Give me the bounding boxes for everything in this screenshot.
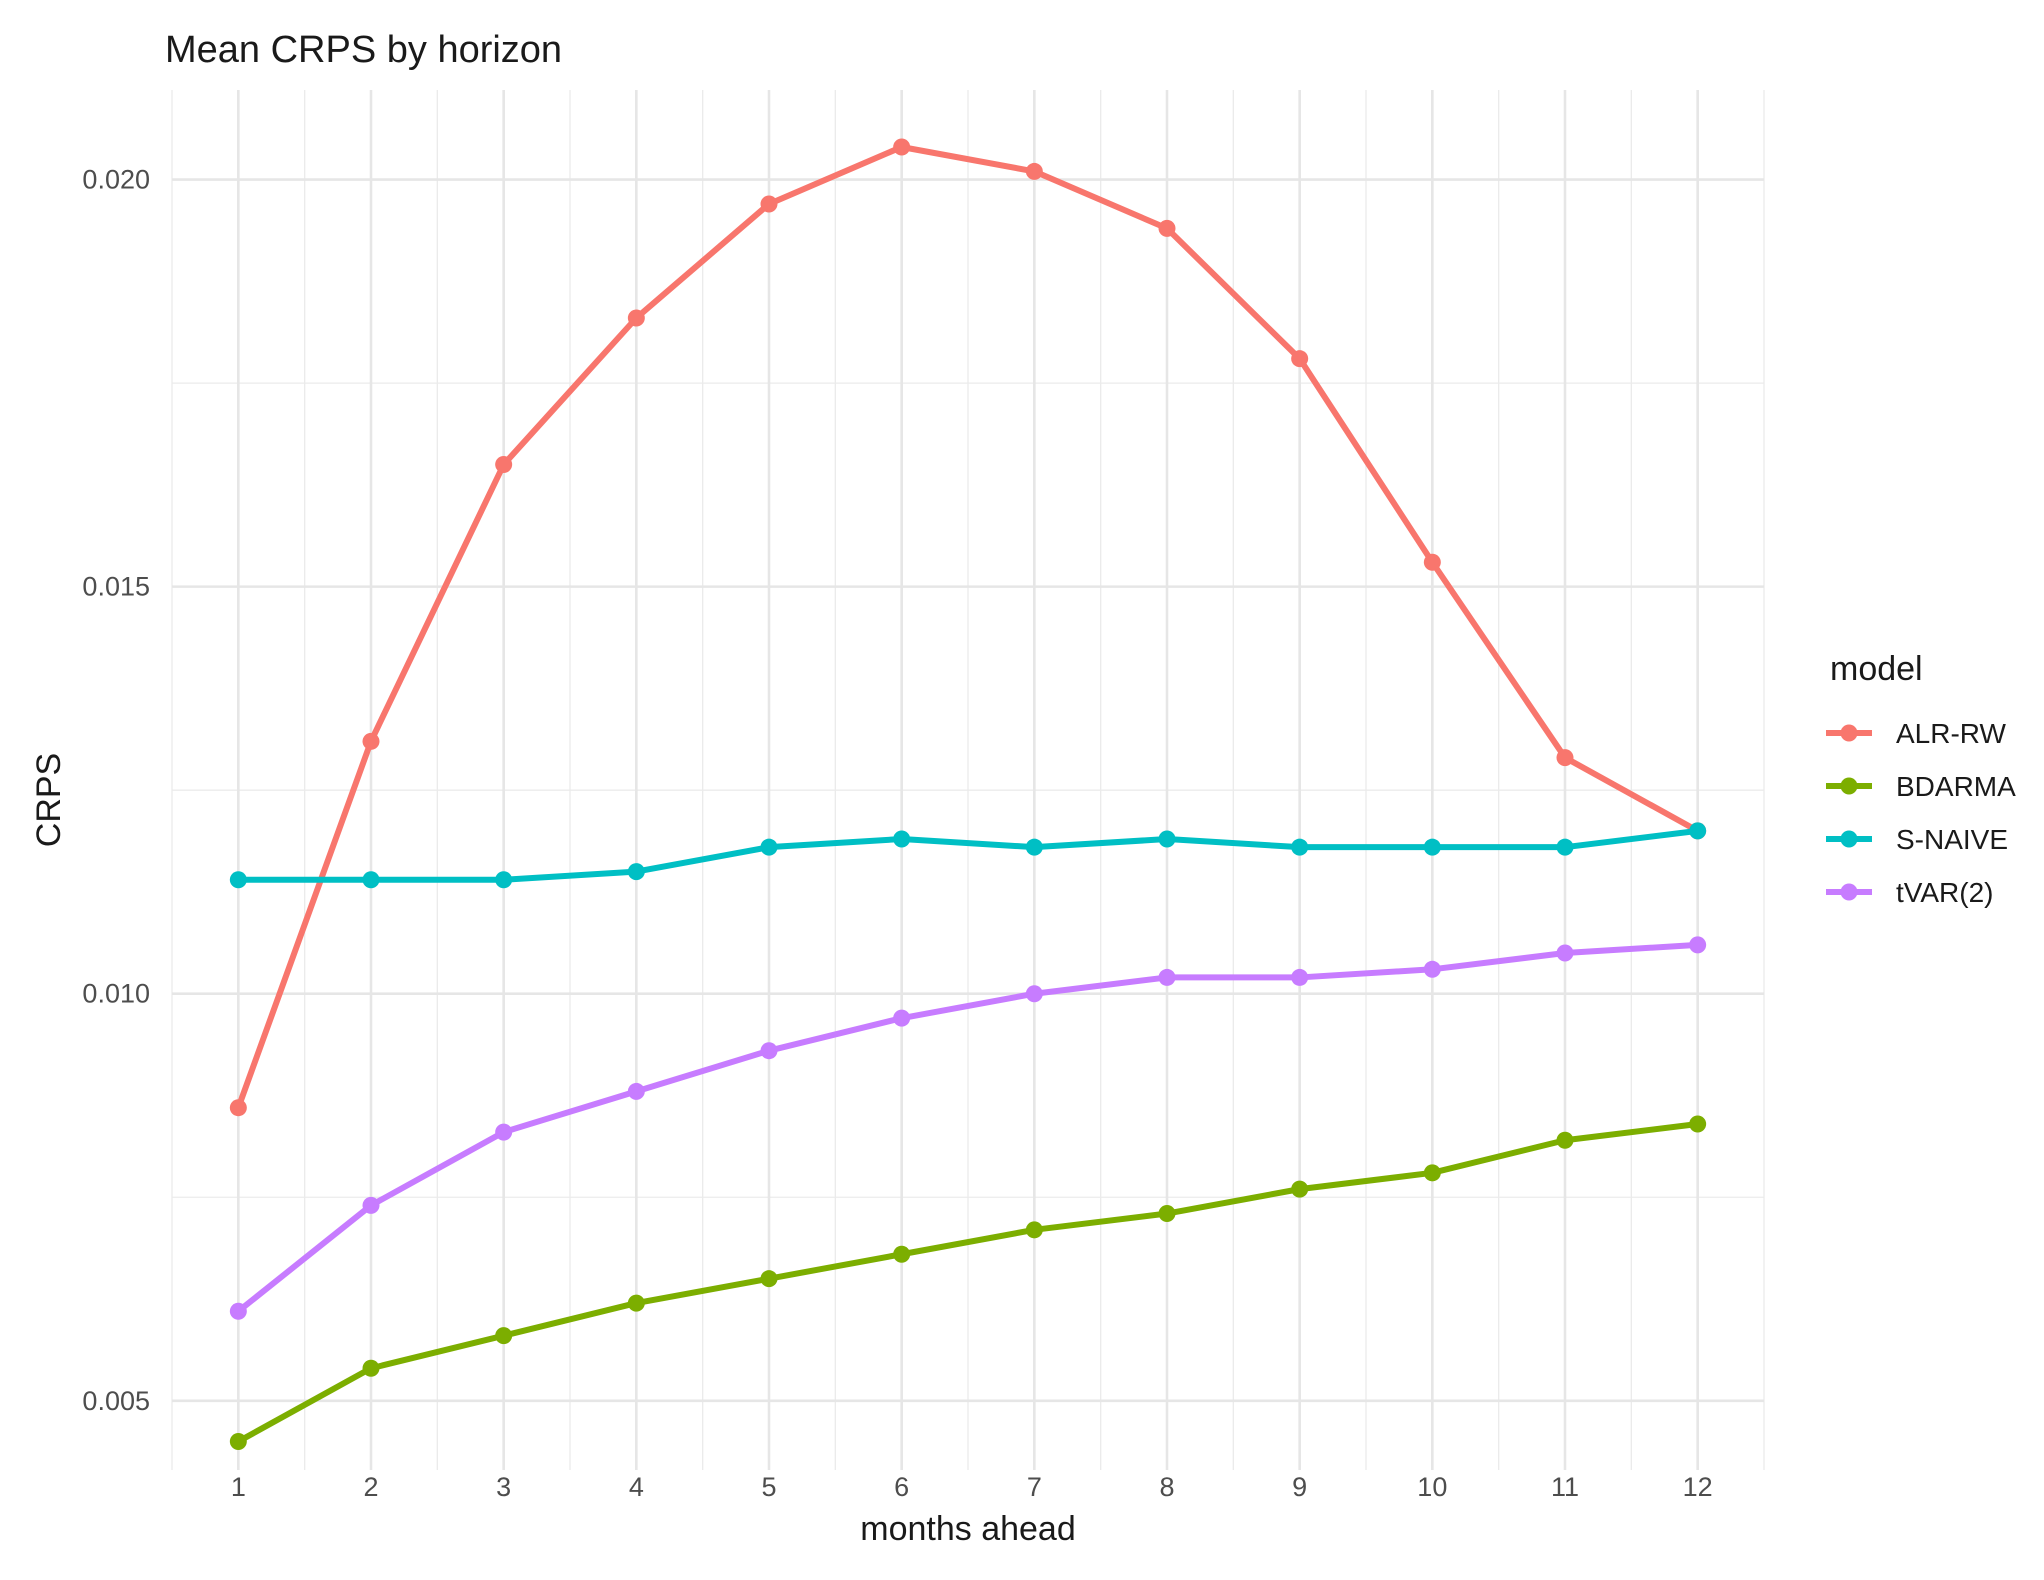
data-point-tvar-2 — [1423, 960, 1441, 978]
data-point-alr-rw — [1025, 162, 1043, 180]
legend-item-s-naive: S-NAIVE — [1826, 824, 2008, 855]
data-point-bdarma — [627, 1294, 645, 1312]
data-point-tvar-2 — [627, 1082, 645, 1100]
minor-gridlines — [171, 90, 1765, 1470]
data-point-s-naive — [1158, 830, 1176, 848]
data-point-alr-rw — [495, 456, 513, 474]
legend-item-alr-rw: ALR-RW — [1826, 718, 2007, 749]
x-tick-label: 11 — [1551, 1472, 1579, 1502]
x-tick-label: 9 — [1292, 1472, 1307, 1502]
legend-items: ALR-RW BDARMA S-NAIVE tVAR(2) — [1826, 718, 2016, 908]
legend-label: BDARMA — [1896, 771, 2016, 802]
x-tick-label: 8 — [1159, 1472, 1174, 1502]
x-axis-label: months ahead — [860, 1510, 1076, 1548]
data-point-alr-rw — [229, 1099, 247, 1117]
chart-title: Mean CRPS by horizon — [165, 29, 562, 71]
x-tick-label: 6 — [894, 1472, 909, 1502]
data-point-s-naive — [893, 830, 911, 848]
series-alr-rw — [229, 138, 1707, 1117]
series-line-s-naive — [238, 827, 1699, 883]
y-tick-label: 0.020 — [82, 165, 150, 195]
data-point-bdarma — [893, 1245, 911, 1263]
data-point-alr-rw — [1556, 749, 1574, 767]
data-point-alr-rw — [893, 138, 911, 156]
data-point-alr-rw — [627, 309, 645, 327]
data-point-s-naive — [1423, 838, 1441, 856]
x-tick-label: 10 — [1417, 1472, 1447, 1502]
data-point-s-naive — [362, 871, 380, 889]
series-line-tvar-2 — [236, 941, 1698, 1314]
data-point-bdarma — [1423, 1164, 1441, 1182]
x-tick-label: 3 — [496, 1472, 511, 1502]
y-axis-label: CRPS — [30, 753, 68, 847]
legend-key-point — [1840, 724, 1858, 742]
data-point-alr-rw — [1423, 553, 1441, 571]
data-point-tvar-2 — [362, 1196, 380, 1214]
data-point-tvar-2 — [760, 1042, 778, 1060]
legend-label: S-NAIVE — [1896, 824, 2008, 855]
legend-key-point — [1840, 777, 1858, 795]
series-tvar-2 — [229, 936, 1707, 1320]
data-point-s-naive — [1556, 838, 1574, 856]
data-point-s-naive — [627, 863, 645, 881]
x-tick-label: 1 — [231, 1472, 246, 1502]
data-point-tvar-2 — [1556, 944, 1574, 962]
data-point-bdarma — [362, 1359, 380, 1377]
series-s-naive — [229, 822, 1707, 889]
data-point-bdarma — [1291, 1180, 1309, 1198]
data-point-s-naive — [229, 871, 247, 889]
data-point-s-naive — [1291, 838, 1309, 856]
x-tick-label: 12 — [1683, 1472, 1713, 1502]
legend-key-point — [1840, 883, 1858, 901]
x-tick-label: 2 — [363, 1472, 378, 1502]
data-point-s-naive — [1689, 822, 1707, 840]
data-point-s-naive — [495, 871, 513, 889]
data-point-alr-rw — [362, 732, 380, 750]
data-point-alr-rw — [1158, 219, 1176, 237]
y-tick-label: 0.005 — [82, 1386, 150, 1416]
series-bdarma — [229, 1115, 1707, 1451]
series-layer — [229, 138, 1707, 1451]
data-point-tvar-2 — [1158, 968, 1176, 986]
data-point-bdarma — [1158, 1205, 1176, 1223]
data-point-tvar-2 — [1689, 936, 1707, 954]
data-point-tvar-2 — [1025, 985, 1043, 1003]
y-tick-label: 0.010 — [82, 979, 150, 1009]
x-tick-label: 4 — [629, 1472, 644, 1502]
legend-label: ALR-RW — [1896, 718, 2007, 749]
data-point-s-naive — [760, 838, 778, 856]
legend-key-point — [1840, 830, 1858, 848]
data-point-alr-rw — [760, 195, 778, 213]
data-point-bdarma — [1556, 1131, 1574, 1149]
data-point-bdarma — [1689, 1115, 1707, 1133]
data-point-bdarma — [229, 1433, 247, 1451]
y-tick-label: 0.015 — [82, 572, 150, 602]
data-point-tvar-2 — [1291, 968, 1309, 986]
legend: model ALR-RW BDARMA S-NAIVE tVAR(2) — [1826, 650, 2016, 908]
data-point-s-naive — [1025, 838, 1043, 856]
legend-title: model — [1830, 650, 1923, 688]
data-point-bdarma — [495, 1327, 513, 1345]
data-point-bdarma — [1025, 1221, 1043, 1239]
legend-item-tvar-2: tVAR(2) — [1826, 877, 1994, 908]
x-axis-ticks: 1 2 3 4 5 6 7 8 9 10 11 12 — [231, 1472, 1713, 1502]
y-axis-ticks: 0.005 0.010 0.015 0.020 — [82, 165, 150, 1416]
data-point-alr-rw — [1291, 350, 1309, 368]
major-gridlines — [172, 90, 1764, 1470]
legend-item-bdarma: BDARMA — [1826, 771, 2016, 802]
data-point-bdarma — [760, 1270, 778, 1288]
x-tick-label: 5 — [761, 1472, 776, 1502]
legend-label: tVAR(2) — [1896, 877, 1994, 908]
data-point-tvar-2 — [229, 1302, 247, 1320]
data-point-tvar-2 — [893, 1009, 911, 1027]
series-line-bdarma — [236, 1121, 1699, 1445]
data-point-tvar-2 — [495, 1123, 513, 1141]
x-tick-label: 7 — [1027, 1472, 1042, 1502]
series-line-alr-rw — [235, 143, 1700, 1109]
